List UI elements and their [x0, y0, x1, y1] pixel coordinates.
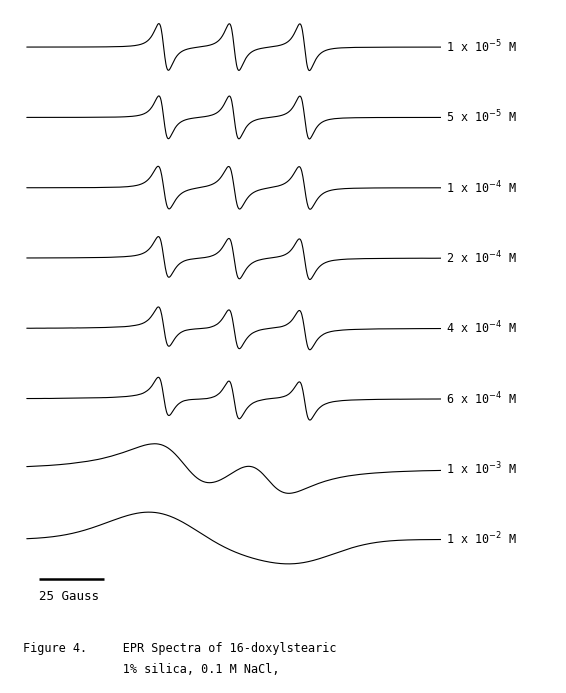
Text: 6 x 10$^{-4}$ M: 6 x 10$^{-4}$ M [445, 390, 516, 407]
Text: 25 Gauss: 25 Gauss [39, 590, 99, 602]
Text: 1 x 10$^{-2}$ M: 1 x 10$^{-2}$ M [445, 532, 516, 547]
Text: Figure 4.     EPR Spectra of 16-doxylstearic: Figure 4. EPR Spectra of 16-doxylstearic [23, 642, 336, 655]
Text: 5 x 10$^{-5}$ M: 5 x 10$^{-5}$ M [445, 109, 516, 125]
Text: 2 x 10$^{-4}$ M: 2 x 10$^{-4}$ M [445, 249, 516, 266]
Text: 1% silica, 0.1 M NaCl,: 1% silica, 0.1 M NaCl, [23, 663, 279, 676]
Text: 4 x 10$^{-4}$ M: 4 x 10$^{-4}$ M [445, 320, 516, 337]
Text: 1 x 10$^{-5}$ M: 1 x 10$^{-5}$ M [445, 39, 516, 55]
Text: 1 x 10$^{-4}$ M: 1 x 10$^{-4}$ M [445, 179, 516, 196]
Text: 1 x 10$^{-3}$ M: 1 x 10$^{-3}$ M [445, 461, 516, 477]
